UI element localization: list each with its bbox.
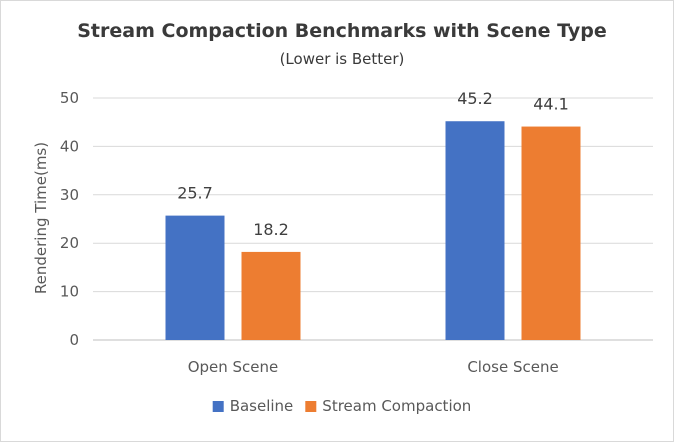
y-tick-label: 30 xyxy=(60,186,79,204)
x-tick-label: Close Scene xyxy=(467,358,558,376)
legend-label: Stream Compaction xyxy=(322,397,471,415)
x-tick-label: Open Scene xyxy=(188,358,279,376)
bar xyxy=(165,215,225,340)
x-axis-ticks: Open Scene Close Scene xyxy=(188,358,559,376)
data-labels: 25.7 18.2 45.2 44.1 xyxy=(177,89,569,239)
y-tick-label: 10 xyxy=(60,283,79,301)
bars xyxy=(165,121,581,341)
legend: Baseline Stream Compaction xyxy=(212,397,471,415)
y-tick-label: 50 xyxy=(60,89,79,107)
legend-item: Stream Compaction xyxy=(305,397,471,415)
bar-value-label: 25.7 xyxy=(177,184,213,203)
legend-label: Baseline xyxy=(230,397,294,415)
y-axis-ticks: 0 10 20 30 40 50 xyxy=(60,89,79,349)
bar-value-label: 44.1 xyxy=(533,95,569,114)
bar xyxy=(521,126,581,340)
bar xyxy=(241,251,301,340)
chart-title: Stream Compaction Benchmarks with Scene … xyxy=(77,20,607,42)
bar xyxy=(445,121,505,341)
legend-item: Baseline xyxy=(212,397,294,415)
y-tick-label: 40 xyxy=(60,137,79,155)
y-axis-title: Rendering Time(ms) xyxy=(32,142,50,294)
legend-swatch xyxy=(305,401,317,412)
bar-value-label: 18.2 xyxy=(253,220,289,239)
bar-value-label: 45.2 xyxy=(457,89,493,108)
y-tick-label: 0 xyxy=(69,331,79,349)
legend-swatch xyxy=(212,401,224,412)
chart-subtitle: (Lower is Better) xyxy=(280,50,405,68)
y-tick-label: 20 xyxy=(60,234,79,252)
